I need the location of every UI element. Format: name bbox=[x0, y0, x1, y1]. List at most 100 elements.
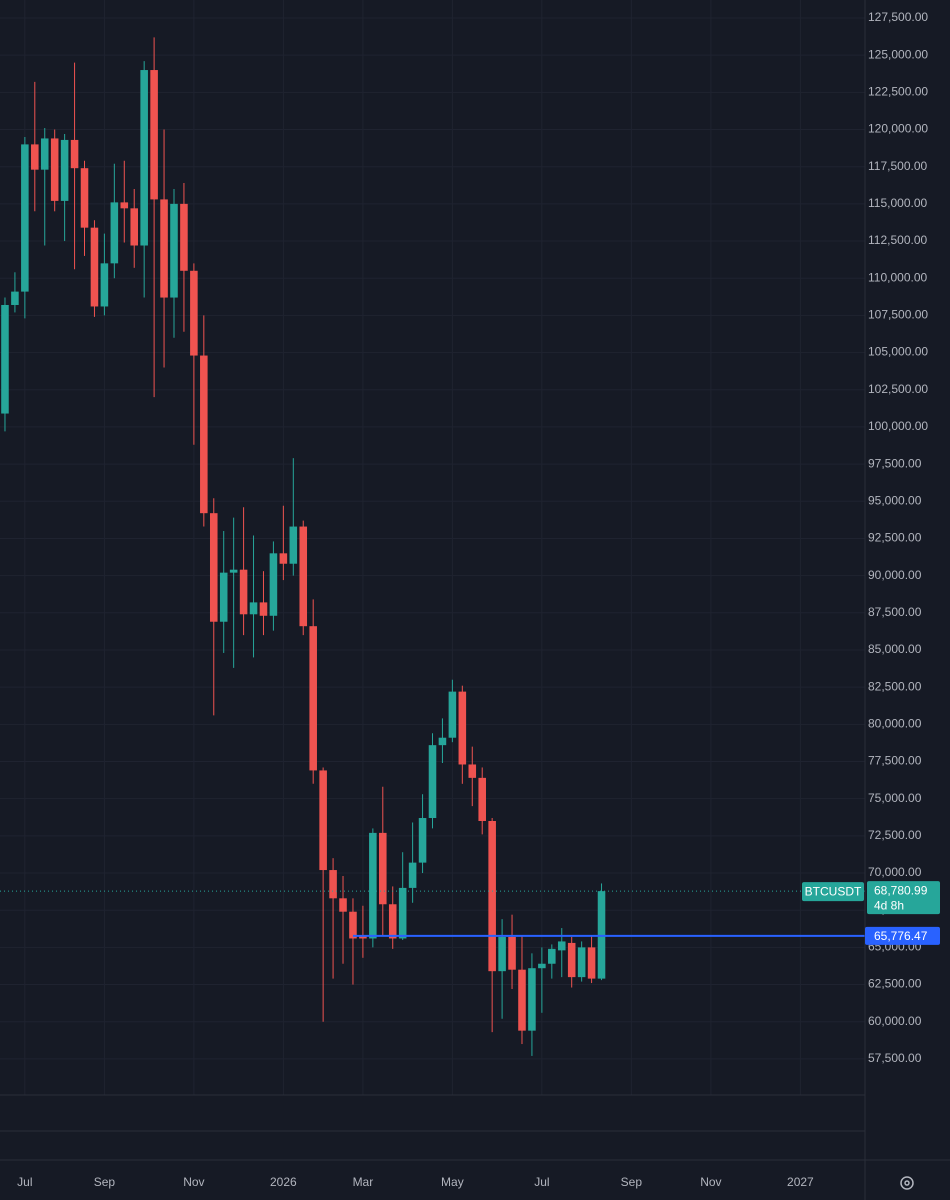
candle-body bbox=[140, 70, 148, 246]
x-tick-label: Jul bbox=[17, 1175, 32, 1189]
candle-body bbox=[289, 526, 298, 564]
y-tick-label: 110,000.00 bbox=[868, 270, 927, 284]
candle-body bbox=[219, 572, 228, 622]
countdown-label: 4d 8h bbox=[874, 898, 904, 912]
y-tick-label: 85,000.00 bbox=[868, 642, 922, 656]
candle-body bbox=[488, 820, 496, 972]
candle-body bbox=[80, 168, 89, 228]
candle-body bbox=[478, 777, 486, 821]
candle-body bbox=[567, 942, 576, 978]
y-tick-label: 90,000.00 bbox=[868, 568, 922, 582]
y-tick-label: 75,000.00 bbox=[868, 791, 922, 805]
last-price-label: 68,780.99 bbox=[874, 883, 928, 897]
x-tick-label: Jul bbox=[534, 1175, 549, 1189]
candle-body bbox=[249, 602, 258, 615]
candle-body bbox=[388, 904, 397, 939]
horizontal-line-label: 65,776.47 bbox=[874, 929, 928, 943]
symbol-label: BTCUSDT bbox=[805, 884, 862, 898]
y-tick-label: 70,000.00 bbox=[868, 865, 922, 879]
candle-body bbox=[229, 569, 238, 573]
candle-body bbox=[160, 199, 168, 298]
candle-body bbox=[518, 969, 526, 1031]
y-tick-label: 112,500.00 bbox=[868, 233, 927, 247]
y-tick-label: 120,000.00 bbox=[868, 122, 928, 136]
candle-body bbox=[190, 270, 198, 356]
candles bbox=[0, 37, 865, 1056]
y-tick-label: 97,500.00 bbox=[868, 456, 922, 470]
y-tick-label: 62,500.00 bbox=[868, 977, 922, 991]
candle-body bbox=[90, 227, 99, 307]
y-tick-label: 117,500.00 bbox=[868, 159, 927, 173]
y-tick-label: 125,000.00 bbox=[868, 47, 928, 61]
candle-body bbox=[548, 948, 556, 964]
candle-body bbox=[418, 818, 427, 863]
y-tick-label: 77,500.00 bbox=[868, 754, 922, 768]
candle-body bbox=[508, 936, 516, 970]
candle-body bbox=[319, 770, 327, 871]
candle-body bbox=[11, 291, 19, 305]
candle-body bbox=[379, 832, 387, 905]
y-tick-label: 100,000.00 bbox=[868, 419, 928, 433]
candle-body bbox=[299, 526, 308, 627]
gear-ring[interactable] bbox=[900, 1176, 914, 1190]
candle-body bbox=[408, 862, 417, 888]
y-tick-label: 72,500.00 bbox=[868, 828, 922, 842]
y-tick-label: 107,500.00 bbox=[868, 308, 928, 322]
gear-center[interactable] bbox=[904, 1180, 910, 1186]
x-tick-label: Sep bbox=[621, 1175, 643, 1189]
candle-body bbox=[100, 263, 109, 307]
y-tick-label: 82,500.00 bbox=[868, 679, 922, 693]
symbol-label-box bbox=[802, 882, 864, 902]
candle-body bbox=[498, 936, 506, 972]
y-tick-label: 122,500.00 bbox=[868, 85, 928, 99]
candle-body bbox=[577, 947, 586, 978]
candle-body bbox=[339, 898, 347, 912]
candle-body bbox=[40, 138, 49, 170]
candle-body bbox=[528, 968, 536, 1031]
x-tick-label: Nov bbox=[183, 1175, 204, 1189]
horizontal-line-label-box bbox=[865, 926, 940, 945]
y-tick-label: 57,500.00 bbox=[868, 1051, 922, 1065]
x-tick-label: 2026 bbox=[270, 1175, 297, 1189]
candle-body bbox=[428, 745, 437, 819]
y-tick-label: 127,500.00 bbox=[868, 10, 928, 24]
candle-body bbox=[110, 202, 119, 264]
y-tick-label: 80,000.00 bbox=[868, 717, 922, 731]
candle-body bbox=[369, 832, 377, 939]
x-tick-label: Nov bbox=[700, 1175, 721, 1189]
candle-body bbox=[438, 737, 447, 746]
candle-body bbox=[309, 626, 317, 771]
y-tick-label: 105,000.00 bbox=[868, 345, 928, 359]
candle-body bbox=[458, 691, 467, 765]
candle-body bbox=[468, 764, 477, 778]
x-tick-label: Sep bbox=[94, 1175, 116, 1189]
grid bbox=[0, 0, 865, 1095]
candle-body bbox=[359, 935, 367, 939]
candle-body bbox=[170, 203, 178, 298]
candle-body bbox=[239, 569, 248, 615]
candle-body bbox=[50, 138, 59, 201]
x-tick-label: May bbox=[441, 1175, 464, 1189]
candle-body bbox=[329, 870, 337, 899]
y-tick-label: 115,000.00 bbox=[868, 196, 927, 210]
candle-body bbox=[448, 691, 457, 738]
candle-body bbox=[538, 963, 546, 969]
y-tick-label: 95,000.00 bbox=[868, 493, 922, 507]
y-tick-label: 60,000.00 bbox=[868, 1014, 922, 1028]
settings-icon[interactable] bbox=[900, 1176, 914, 1190]
candle-body bbox=[70, 139, 79, 169]
candle-body bbox=[398, 887, 407, 939]
y-tick-label: 87,500.00 bbox=[868, 605, 922, 619]
candle-body bbox=[279, 553, 288, 564]
candle-body bbox=[557, 941, 566, 951]
y-tick-label: 92,500.00 bbox=[868, 531, 922, 545]
labels: 57,500.0060,000.0062,500.0065,000.0067,5… bbox=[17, 10, 940, 1189]
candle-body bbox=[209, 513, 218, 622]
candle-body bbox=[21, 144, 29, 292]
x-tick-label: Mar bbox=[353, 1175, 374, 1189]
candle-body bbox=[349, 911, 357, 939]
candle-body bbox=[150, 70, 158, 200]
